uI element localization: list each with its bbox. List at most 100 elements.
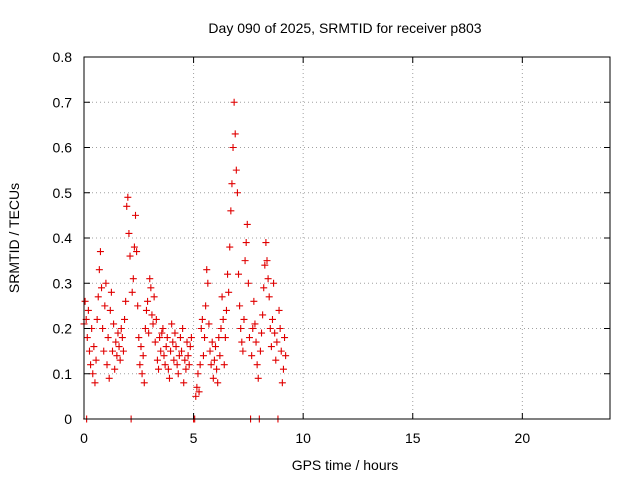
data-point bbox=[112, 338, 120, 346]
x-tick-label: 20 bbox=[515, 430, 531, 446]
data-point bbox=[125, 229, 133, 237]
data-point bbox=[272, 356, 280, 364]
data-point bbox=[98, 284, 106, 292]
data-point bbox=[176, 334, 184, 342]
data-point bbox=[172, 343, 180, 351]
data-point bbox=[99, 325, 107, 332]
chart-title: Day 090 of 2025, SRMTID for receiver p80… bbox=[208, 20, 481, 36]
data-point bbox=[153, 356, 161, 364]
data-point bbox=[268, 315, 276, 323]
data-point bbox=[221, 334, 229, 342]
data-point bbox=[245, 334, 253, 342]
data-point bbox=[254, 374, 262, 382]
data-point bbox=[227, 207, 235, 215]
data-point bbox=[235, 270, 243, 278]
data-point bbox=[136, 361, 144, 369]
y-tick-label: 0.1 bbox=[53, 366, 73, 382]
data-point bbox=[90, 343, 98, 351]
data-point bbox=[105, 374, 113, 382]
data-point bbox=[232, 166, 240, 174]
y-tick-label: 0.6 bbox=[53, 140, 73, 156]
x-tick-label: 10 bbox=[295, 430, 311, 446]
data-point bbox=[222, 306, 230, 314]
data-point bbox=[215, 334, 223, 342]
data-point bbox=[169, 338, 177, 346]
data-point bbox=[243, 220, 251, 228]
data-point bbox=[214, 379, 222, 387]
data-point bbox=[89, 370, 97, 378]
data-point bbox=[121, 315, 129, 323]
data-point bbox=[233, 189, 241, 197]
data-point bbox=[253, 361, 261, 369]
data-point bbox=[155, 365, 163, 373]
grid-lines bbox=[84, 57, 610, 419]
data-point bbox=[193, 383, 201, 391]
data-point bbox=[161, 361, 169, 369]
data-point bbox=[133, 248, 141, 256]
data-point bbox=[256, 347, 264, 355]
data-point bbox=[198, 315, 206, 323]
y-axis: 0 0.1 0.2 0.3 0.4 0.5 0.6 0.7 0.8 bbox=[53, 49, 610, 427]
data-point bbox=[186, 343, 194, 351]
data-point bbox=[84, 306, 92, 314]
data-point bbox=[101, 302, 109, 310]
data-point bbox=[150, 293, 158, 301]
data-point bbox=[81, 297, 89, 305]
data-point bbox=[216, 352, 224, 360]
y-tick-label: 0.3 bbox=[53, 275, 73, 291]
data-point bbox=[145, 329, 153, 337]
data-point bbox=[265, 293, 273, 301]
data-point bbox=[279, 365, 287, 373]
data-point bbox=[163, 334, 171, 342]
data-point bbox=[266, 325, 274, 332]
data-point bbox=[179, 325, 187, 332]
data-point bbox=[113, 352, 121, 360]
data-point bbox=[138, 370, 146, 378]
data-point bbox=[156, 334, 164, 342]
data-point bbox=[162, 343, 170, 351]
data-point bbox=[158, 329, 166, 337]
data-point bbox=[173, 361, 181, 369]
data-point bbox=[195, 388, 203, 396]
data-point bbox=[157, 347, 165, 355]
data-point bbox=[192, 392, 200, 400]
data-point bbox=[181, 356, 189, 364]
data-point bbox=[226, 243, 234, 251]
data-point bbox=[261, 261, 269, 269]
data-point bbox=[197, 325, 205, 332]
data-point bbox=[118, 334, 126, 342]
data-point bbox=[220, 361, 228, 369]
data-point bbox=[205, 320, 213, 328]
y-tick-label: 0 bbox=[64, 411, 72, 427]
data-point bbox=[165, 374, 173, 382]
data-point bbox=[180, 379, 188, 387]
data-point bbox=[242, 239, 250, 247]
data-point bbox=[175, 352, 183, 360]
data-point bbox=[228, 180, 236, 188]
data-points bbox=[80, 98, 290, 423]
x-axis: 0 5 10 15 20 bbox=[80, 57, 530, 446]
data-point bbox=[213, 365, 221, 373]
data-point bbox=[202, 302, 210, 310]
data-point bbox=[93, 315, 101, 323]
y-tick-label: 0.7 bbox=[53, 94, 73, 110]
data-point bbox=[152, 315, 160, 323]
data-point bbox=[137, 343, 145, 351]
data-point bbox=[122, 297, 130, 305]
data-point bbox=[217, 325, 225, 332]
data-point bbox=[94, 293, 102, 301]
data-point bbox=[100, 347, 108, 355]
data-point bbox=[107, 288, 115, 296]
data-point bbox=[196, 361, 204, 369]
data-point bbox=[117, 325, 125, 332]
data-point bbox=[252, 338, 260, 346]
data-point bbox=[144, 297, 152, 305]
data-point bbox=[273, 338, 281, 346]
data-point bbox=[248, 352, 256, 360]
data-point bbox=[108, 347, 116, 355]
data-point bbox=[147, 284, 155, 292]
data-point bbox=[142, 306, 150, 314]
data-point bbox=[103, 361, 111, 369]
data-point bbox=[237, 325, 245, 332]
